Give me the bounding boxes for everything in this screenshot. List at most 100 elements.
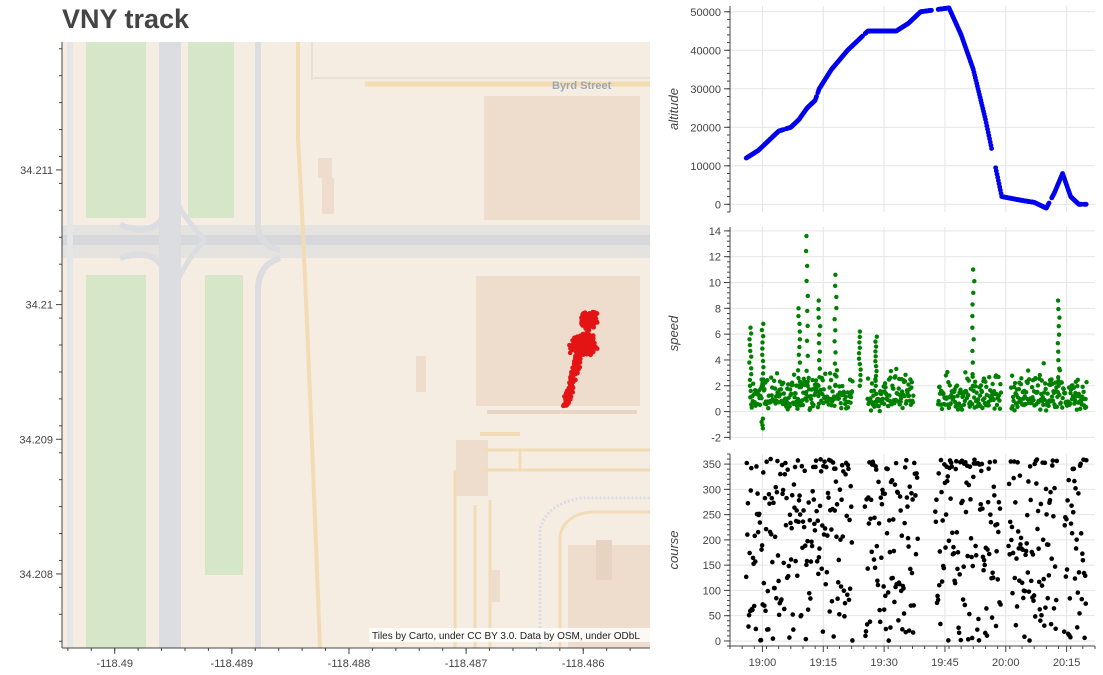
- speed-point: [936, 398, 941, 404]
- course-point: [753, 626, 759, 632]
- course-point: [802, 543, 808, 549]
- course-point: [896, 618, 901, 623]
- course-point: [800, 519, 806, 524]
- course-point: [1051, 514, 1056, 519]
- altitude-point: [1046, 200, 1052, 206]
- course-point: [971, 474, 976, 480]
- course-point: [1049, 463, 1055, 468]
- park-top-left: [86, 42, 146, 218]
- course-point: [890, 575, 896, 581]
- altitude-y-tick-label: 30000: [690, 84, 721, 96]
- course-point: [1009, 524, 1015, 530]
- speed-point: [877, 408, 882, 414]
- course-point: [1051, 606, 1057, 611]
- course-point: [847, 517, 852, 523]
- course-point: [963, 460, 968, 465]
- speed-point: [902, 379, 908, 384]
- track-point: [584, 338, 589, 343]
- speed-point: [883, 385, 888, 390]
- course-point: [956, 630, 962, 636]
- speed-point: [978, 383, 984, 388]
- course-point: [1044, 512, 1049, 517]
- course-point: [836, 557, 842, 563]
- course-point: [1083, 601, 1089, 606]
- course-point: [833, 479, 839, 484]
- altitude-chart[interactable]: 0 10000 20000 30000 40000 50000 altitude: [650, 0, 1103, 221]
- speed-point: [874, 391, 879, 397]
- speed-point: [939, 406, 945, 412]
- track-point: [574, 352, 580, 357]
- speed-point: [1039, 378, 1044, 383]
- speed-point: [1054, 404, 1060, 410]
- speed-point: [759, 327, 765, 333]
- course-point: [970, 563, 976, 569]
- course-point: [788, 557, 794, 562]
- speed-point: [834, 294, 839, 300]
- speed-point: [833, 383, 838, 388]
- course-point: [953, 466, 959, 472]
- course-point: [1028, 497, 1033, 503]
- speed-point: [804, 368, 809, 374]
- speed-point: [903, 372, 908, 378]
- course-point: [795, 458, 801, 463]
- speed-point: [970, 313, 975, 319]
- course-point: [913, 493, 918, 498]
- course-point: [762, 495, 768, 501]
- course-point: [755, 529, 761, 535]
- course-point: [879, 501, 885, 507]
- track-point: [590, 309, 596, 315]
- course-point: [754, 464, 759, 469]
- course-point: [826, 495, 831, 500]
- course-point: [865, 566, 871, 571]
- course-point: [936, 471, 941, 476]
- speed-point: [748, 388, 753, 394]
- course-point: [765, 588, 771, 594]
- course-point: [1063, 574, 1069, 579]
- course-point: [1045, 542, 1051, 548]
- course-point: [1028, 578, 1034, 584]
- course-point: [1038, 618, 1043, 623]
- speed-point: [796, 306, 801, 311]
- course-point: [955, 566, 960, 572]
- course-point: [878, 495, 884, 501]
- altitude-y-tick-label: 50000: [690, 7, 721, 19]
- course-point: [987, 459, 993, 465]
- course-point: [887, 518, 892, 523]
- course-point: [783, 460, 788, 466]
- track-point: [566, 395, 571, 401]
- speed-point: [1056, 383, 1061, 388]
- map-x-tick-label: -118.488: [328, 658, 371, 670]
- course-point: [899, 533, 905, 538]
- speed-point: [747, 383, 753, 388]
- speed-point: [848, 394, 854, 400]
- course-point: [1012, 575, 1018, 581]
- course-point: [913, 551, 919, 557]
- speed-point: [1041, 361, 1046, 366]
- speed-y-tick-label: 12: [709, 252, 721, 264]
- course-point: [829, 599, 835, 604]
- course-point: [773, 484, 779, 490]
- speed-point: [1071, 385, 1077, 390]
- course-point: [848, 483, 853, 489]
- course-point: [901, 611, 907, 616]
- speed-chart[interactable]: -2 0 2 4 6 8 10 12 14 speed: [650, 221, 1103, 446]
- track-point: [569, 383, 574, 389]
- course-point: [840, 534, 846, 539]
- speed-point: [750, 381, 756, 386]
- course-point: [941, 565, 947, 571]
- course-point: [984, 606, 989, 611]
- map-chart[interactable]: Byrd Street Tiles by Carto, under CC BY …: [0, 40, 650, 675]
- speed-point: [815, 404, 821, 410]
- speed-point: [820, 378, 825, 383]
- speed-point: [760, 334, 766, 339]
- course-point: [1006, 543, 1011, 549]
- course-point: [1014, 604, 1020, 609]
- course-point: [969, 635, 975, 641]
- course-point: [1072, 576, 1078, 581]
- course-point: [1047, 497, 1053, 503]
- course-point: [835, 596, 840, 602]
- course-chart[interactable]: 0 50 100 150 200 250 300 350 19:00 19:15 19:30 19:4…: [650, 446, 1103, 675]
- course-point: [906, 544, 911, 549]
- speed-point: [817, 366, 822, 371]
- course-point: [807, 517, 813, 523]
